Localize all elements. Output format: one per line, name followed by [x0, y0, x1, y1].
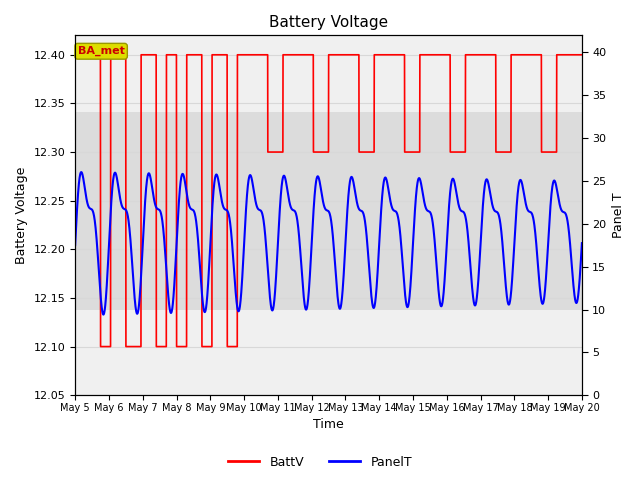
Text: BA_met: BA_met [77, 46, 125, 56]
Title: Battery Voltage: Battery Voltage [269, 15, 388, 30]
Bar [75, 112, 582, 310]
Y-axis label: Panel T: Panel T [612, 192, 625, 238]
Legend: BattV, PanelT: BattV, PanelT [223, 451, 417, 474]
X-axis label: Time: Time [313, 419, 344, 432]
Y-axis label: Battery Voltage: Battery Voltage [15, 167, 28, 264]
